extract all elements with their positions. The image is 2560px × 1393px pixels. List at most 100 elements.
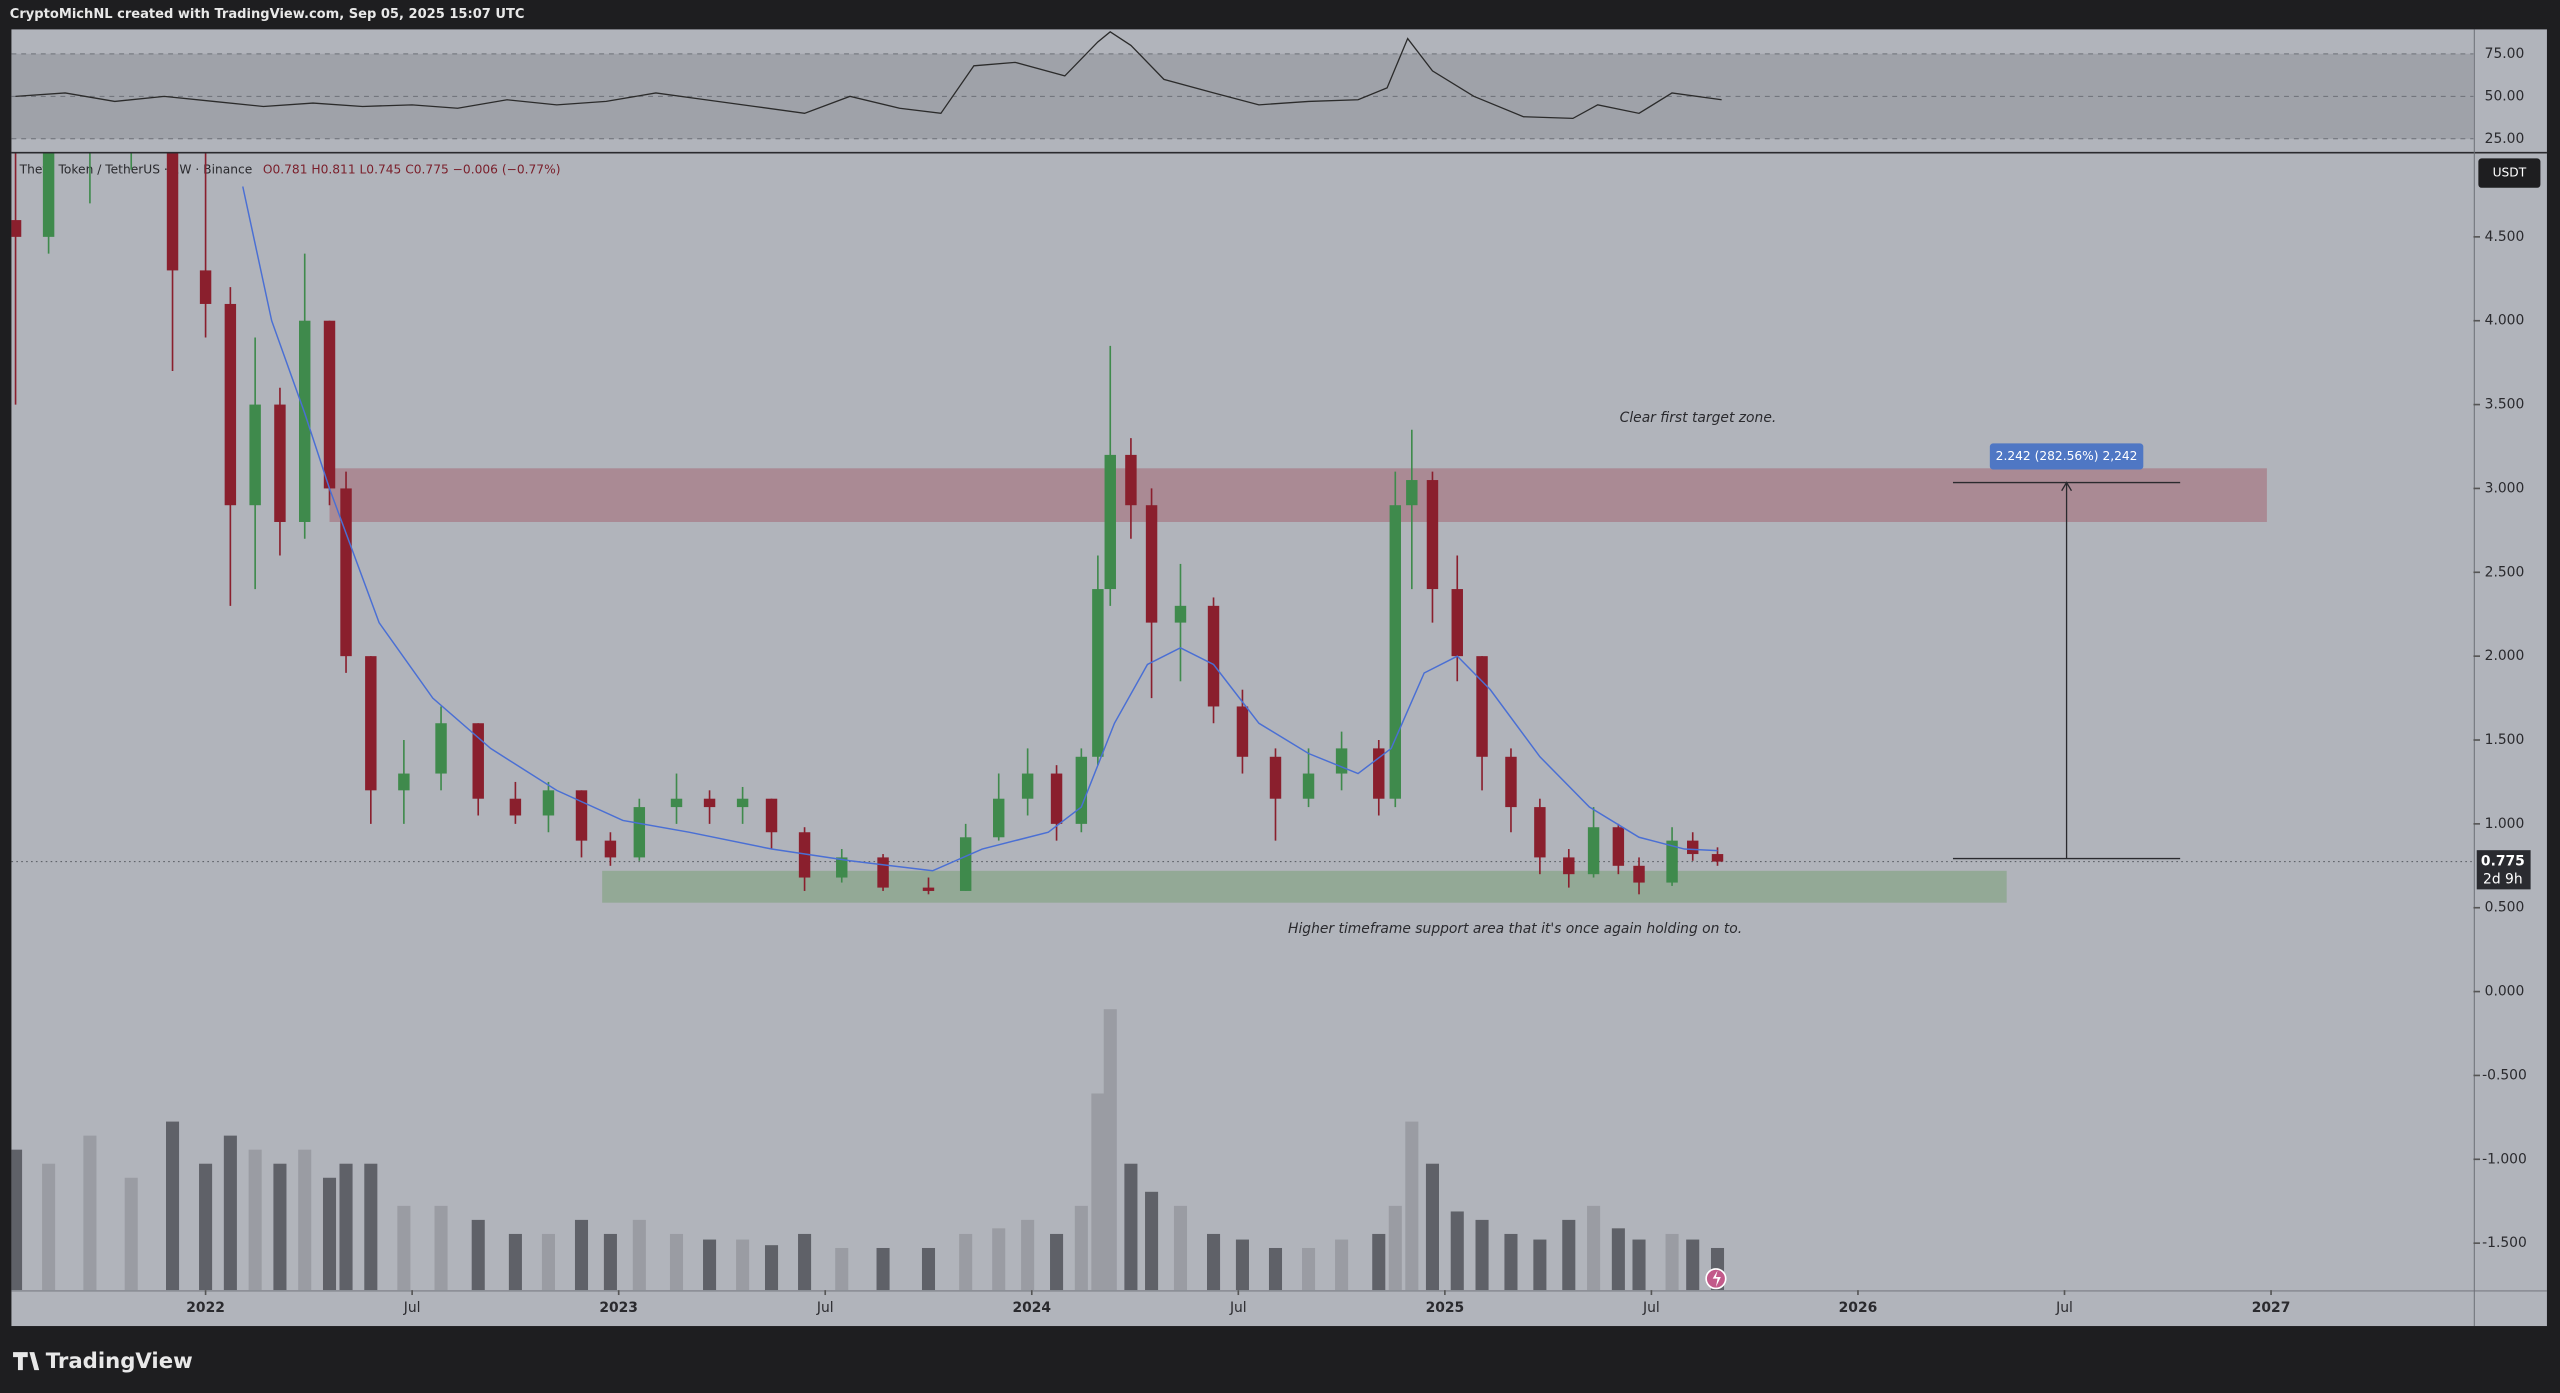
candle-body (340, 488, 352, 657)
candle-body (1505, 756, 1517, 808)
volume-bar (1450, 1211, 1464, 1291)
volume-bar (83, 1135, 97, 1291)
candle-body (1207, 605, 1220, 707)
candle-body (1125, 454, 1137, 506)
y-tick-label: 4.000 (2485, 313, 2525, 329)
volume-bar (1665, 1233, 1679, 1291)
candle-body (1269, 756, 1282, 799)
candle-body (1174, 605, 1187, 623)
volume-bar (1388, 1205, 1402, 1291)
volume-bar (603, 1233, 617, 1291)
volume-bar (632, 1219, 646, 1291)
y-tick-label: 2.000 (2485, 648, 2525, 664)
volume-bar (1533, 1239, 1547, 1291)
volume-bar (1103, 1009, 1117, 1291)
volume-bar (199, 1163, 213, 1291)
x-tick-label: 2023 (599, 1300, 638, 1316)
moving-average (242, 186, 1718, 872)
volume-bar (1091, 1093, 1105, 1291)
volume-bar (1611, 1228, 1625, 1291)
rsi-pane: 75.00 50.00 25.00 (11, 31, 2525, 147)
countdown-label: 2d 9h (2483, 872, 2523, 888)
candle-body (798, 832, 811, 878)
volume-bar (339, 1163, 353, 1291)
volume-bar (322, 1177, 337, 1291)
candle-body (604, 840, 617, 858)
x-tick-label: Jul (1229, 1300, 1247, 1316)
axes: 4.500 4.000 3.500 3.000 2.500 2.000 1.500 1.000… (186, 229, 2531, 1316)
rsi-tick-label: 50.00 (2485, 88, 2525, 104)
candle-body (472, 723, 484, 799)
volume-bar (1268, 1247, 1283, 1291)
rsi-tick-label: 75.00 (2485, 46, 2525, 62)
x-tick-label: 2027 (2252, 1300, 2291, 1316)
currency-box (2478, 158, 2541, 188)
volume-bar (1074, 1205, 1088, 1291)
y-tick-label: -0.500 (2482, 1067, 2527, 1083)
candle-body (1612, 827, 1625, 866)
measure-label: 2.242 (282.56%) 2,242 (1996, 449, 2138, 463)
volume-bar (1050, 1233, 1064, 1291)
y-tick-label: 3.000 (2485, 480, 2525, 496)
volume-bar (764, 1245, 779, 1291)
candle-body (575, 790, 588, 841)
volume-bar (1335, 1239, 1349, 1291)
candle-body (199, 270, 212, 304)
volume-bar (1587, 1205, 1601, 1291)
candle-body (993, 798, 1005, 838)
volume-bar (1562, 1219, 1576, 1291)
candle-body (1563, 857, 1575, 875)
candle-body (1075, 756, 1088, 824)
volume-bar (1302, 1247, 1316, 1291)
candle-body (1050, 773, 1063, 824)
candle-body (836, 857, 848, 878)
footer-logo: TradingView (46, 1349, 193, 1374)
ohlc-legend: O0.781 H0.811 L0.745 C0.775 −0.006 (−0.7… (263, 162, 561, 176)
x-tick-label: 2024 (1012, 1300, 1051, 1316)
volume-bar (992, 1228, 1006, 1291)
volume-bar (397, 1205, 411, 1291)
volume-bar (42, 1163, 56, 1291)
candle-body (959, 837, 972, 891)
volume-bar (124, 1177, 138, 1291)
y-tick-label: 0.000 (2485, 984, 2525, 1000)
candle-body (1236, 706, 1249, 757)
x-tick-label: Jul (403, 1300, 421, 1316)
candle-body (249, 404, 261, 506)
price-pane: 2.242 (282.56%) 2,242 Clear first target … (11, 153, 2474, 1291)
symbol-legend: Theta Token / TetherUS · 1W · Binance (19, 162, 253, 176)
volume-bar (11, 1149, 23, 1291)
candle-body (42, 153, 55, 237)
volume-bar (736, 1239, 750, 1291)
volume-bar (876, 1247, 890, 1291)
x-tick-label: Jul (2055, 1300, 2073, 1316)
volume-bar (541, 1233, 555, 1291)
candle-body (224, 303, 237, 506)
volume-bar (434, 1205, 448, 1291)
rsi-clip (15, 31, 1722, 120)
candle-body (1021, 773, 1034, 799)
annotation: Higher timeframe support area that it's … (1288, 921, 1742, 937)
candle-body (542, 790, 555, 816)
volume-bar (703, 1239, 717, 1291)
candle-body (1145, 505, 1158, 623)
volume-bar (1124, 1163, 1138, 1291)
rsi-tick-label: 25.00 (2485, 131, 2525, 147)
volume-bar (298, 1149, 312, 1291)
volume-bar (835, 1247, 849, 1291)
measure-arrowhead (2061, 481, 2073, 492)
volume-bar (798, 1233, 812, 1291)
volume-bar (1021, 1219, 1035, 1291)
currency-label: USDT (2493, 166, 2527, 180)
candle-body (703, 798, 716, 808)
candle-body (11, 220, 22, 237)
y-tick-label: -1.000 (2482, 1151, 2527, 1167)
candle-body (1476, 656, 1488, 757)
candle-body (365, 656, 377, 791)
candle-body (877, 857, 889, 888)
volume-bar (1372, 1233, 1386, 1291)
volume-bar (1207, 1233, 1221, 1291)
x-tick-label: 2026 (1839, 1300, 1878, 1316)
candle-body (1711, 854, 1724, 862)
